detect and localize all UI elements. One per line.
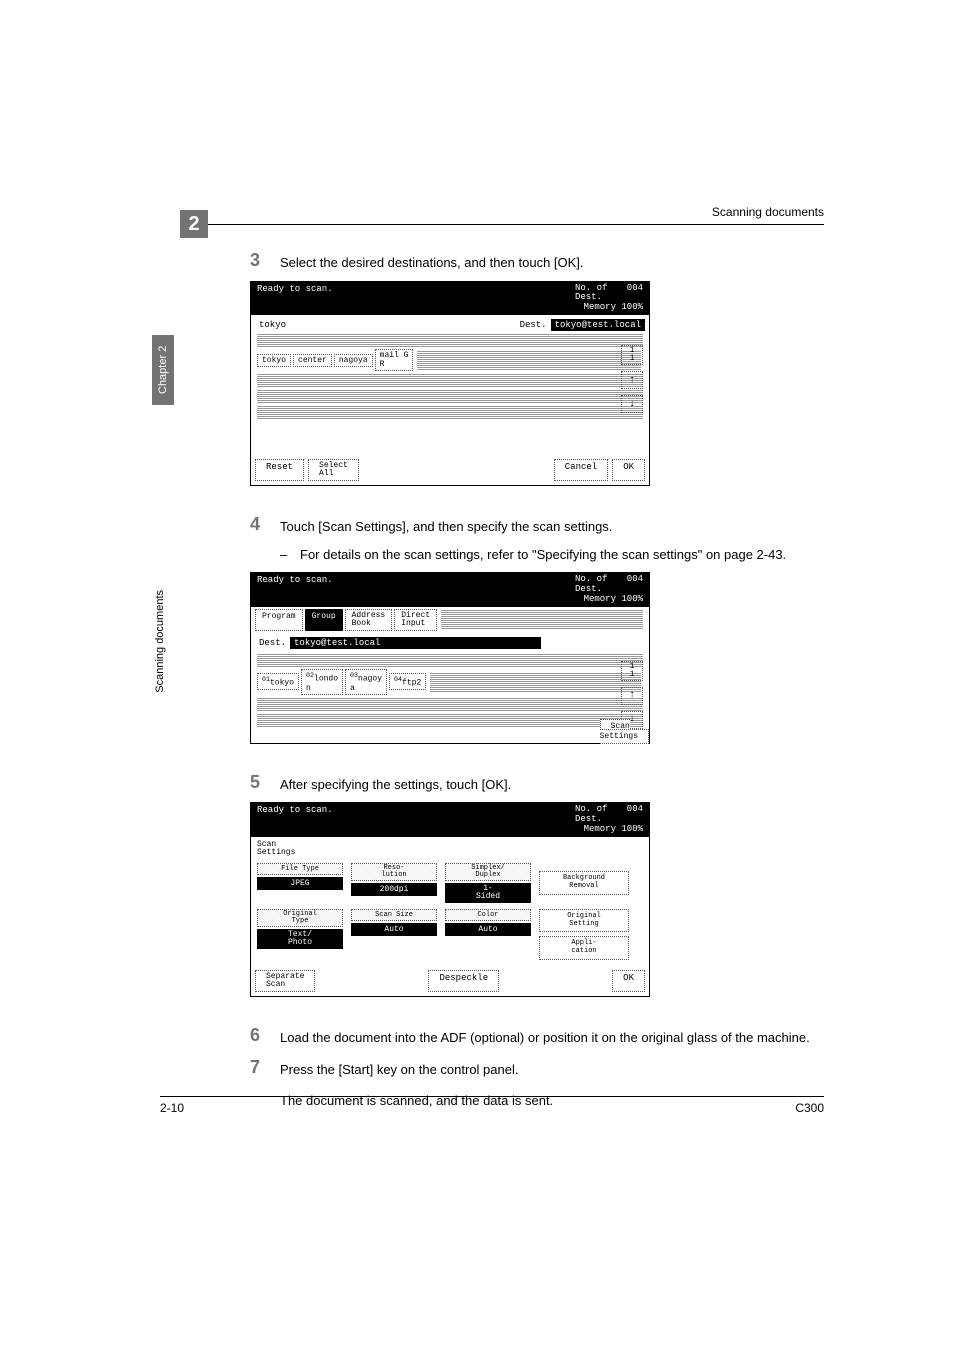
step-7: 7 Press the [Start] key on the control p… xyxy=(250,1057,810,1080)
lcd2-tab-direct[interactable]: Direct Input xyxy=(394,609,437,631)
lcd1-dest-label: Dest. xyxy=(516,319,551,331)
step-3: 3 Select the desired destinations, and t… xyxy=(250,250,810,273)
model-label: C300 xyxy=(795,1101,824,1115)
lcd1-cancel-button[interactable]: Cancel xyxy=(554,459,608,481)
lcd3-title: Scan Settings xyxy=(251,837,649,857)
page-footer: 2-10 C300 xyxy=(160,1096,824,1115)
lcd2-tab-program[interactable]: Program xyxy=(255,609,303,631)
lcd2-item[interactable]: 01tokyo xyxy=(257,673,299,690)
step-number: 4 xyxy=(250,514,280,535)
lcd2-dest-label: Dest. xyxy=(255,637,290,649)
step-5: 5 After specifying the settings, touch [… xyxy=(250,772,810,795)
lcd-dest-count: 004 xyxy=(627,804,643,814)
lcd1-scroll-down[interactable]: ↓ xyxy=(621,395,643,413)
lcd-header: Ready to scan. No. of Dest. 004 Memory 1… xyxy=(251,282,649,316)
lcd2-tab-address[interactable]: Address Book xyxy=(345,609,393,631)
lcd1-group[interactable]: center xyxy=(293,354,332,367)
lcd-memory-label: Memory xyxy=(584,824,616,834)
lcd3-despeckle-button[interactable]: Despeckle xyxy=(428,970,499,992)
lcd3-duplex-value: 1- Sided xyxy=(445,883,531,903)
lcd3-filetype-value: JPEG xyxy=(257,877,343,890)
lcd-memory-label: Memory xyxy=(584,302,616,312)
lcd1-group[interactable]: mail G R xyxy=(375,349,414,371)
step-number: 3 xyxy=(250,250,280,271)
step-text: After specifying the settings, touch [OK… xyxy=(280,772,511,795)
lcd3-color-value: Auto xyxy=(445,923,531,936)
lcd3-resolution-label[interactable]: Reso- lution xyxy=(351,863,437,881)
lcd1-name: tokyo xyxy=(255,319,290,331)
lcd-dest-count: 004 xyxy=(627,283,643,293)
step-number: 5 xyxy=(250,772,280,793)
lcd-memory-value: 100% xyxy=(621,302,643,312)
lcd-ready: Ready to scan. xyxy=(257,805,333,835)
step-4-sub: – For details on the scan settings, refe… xyxy=(280,545,810,565)
lcd3-resolution-value: 200dpi xyxy=(351,883,437,896)
lcd-dest-label: No. of Dest. xyxy=(575,284,607,304)
lcd-memory-value: 100% xyxy=(621,824,643,834)
lcd2-scan-settings-button[interactable]: Scan Settings xyxy=(600,719,649,744)
lcd-ready: Ready to scan. xyxy=(257,575,333,605)
chapter-number: 2 xyxy=(180,210,208,238)
lcd1-select-all-button[interactable]: Select All xyxy=(308,459,359,481)
lcd-dest-count: 004 xyxy=(627,574,643,584)
lcd1-dest: tokyo@test.local xyxy=(551,319,645,331)
lcd1-page-frac: 1 1 xyxy=(621,345,643,365)
lcd2-dest: tokyo@test.local xyxy=(290,637,541,649)
lcd2-item[interactable]: 02londo n xyxy=(301,669,343,695)
step-number: 7 xyxy=(250,1057,280,1078)
lcd3-orig-setting-button[interactable]: Original Setting xyxy=(539,909,629,932)
lcd3-color-label[interactable]: Color xyxy=(445,909,531,921)
lcd3-bg-removal-button[interactable]: Background Removal xyxy=(539,871,629,894)
step-text: Load the document into the ADF (optional… xyxy=(280,1025,810,1048)
lcd3-scansize-label[interactable]: Scan Size xyxy=(351,909,437,921)
sub-text: For details on the scan settings, refer … xyxy=(300,545,786,565)
lcd1-ok-button[interactable]: OK xyxy=(612,459,645,481)
side-section-title: Scanning documents xyxy=(154,590,174,693)
lcd-ready: Ready to scan. xyxy=(257,284,333,314)
lcd3-origtype-value: Text/ Photo xyxy=(257,929,343,949)
lcd3-duplex-label[interactable]: Simplex/ Duplex xyxy=(445,863,531,881)
step-number: 6 xyxy=(250,1025,280,1046)
lcd1-group[interactable]: tokyo xyxy=(257,354,291,367)
header-title: Scanning documents xyxy=(712,205,824,219)
step-4: 4 Touch [Scan Settings], and then specif… xyxy=(250,514,810,537)
lcd-panel-3: Ready to scan. No. of Dest. 004 Memory 1… xyxy=(250,802,650,996)
lcd3-filetype-label[interactable]: File Type xyxy=(257,863,343,875)
lcd-header: Ready to scan. No. of Dest. 004 Memory 1… xyxy=(251,573,649,607)
lcd-dest-label: No. of Dest. xyxy=(575,805,607,825)
lcd3-application-button[interactable]: Appli- cation xyxy=(539,936,629,959)
lcd1-reset-button[interactable]: Reset xyxy=(255,459,304,481)
page-number: 2-10 xyxy=(160,1101,184,1115)
lcd-dest-label: No. of Dest. xyxy=(575,575,607,595)
lcd2-page-frac: 1 1 xyxy=(621,661,643,681)
lcd-memory-value: 100% xyxy=(621,594,643,604)
lcd2-tab-group[interactable]: Group xyxy=(305,609,343,631)
lcd3-ok-button[interactable]: OK xyxy=(612,970,645,992)
step-text: Press the [Start] key on the control pan… xyxy=(280,1057,518,1080)
lcd3-scansize-value: Auto xyxy=(351,923,437,936)
step-text: Select the desired destinations, and the… xyxy=(280,250,584,273)
lcd3-origtype-label[interactable]: Original Type xyxy=(257,909,343,927)
lcd2-item[interactable]: 03nagoy a xyxy=(345,669,387,695)
lcd1-scroll-up[interactable]: ↑ xyxy=(621,371,643,389)
side-chapter-tab: Chapter 2 xyxy=(152,335,174,405)
lcd-panel-2: Ready to scan. No. of Dest. 004 Memory 1… xyxy=(250,572,650,744)
lcd1-group[interactable]: nagoya xyxy=(334,354,373,367)
lcd-memory-label: Memory xyxy=(584,594,616,604)
lcd-header: Ready to scan. No. of Dest. 004 Memory 1… xyxy=(251,803,649,837)
lcd2-item[interactable]: 04ftp2 xyxy=(389,673,426,690)
lcd2-scroll-up[interactable]: ↑ xyxy=(621,687,643,705)
header-rule xyxy=(208,224,824,225)
step-text: Touch [Scan Settings], and then specify … xyxy=(280,514,612,537)
step-6: 6 Load the document into the ADF (option… xyxy=(250,1025,810,1048)
lcd3-separate-scan-button[interactable]: Separate Scan xyxy=(255,970,315,992)
dash: – xyxy=(280,545,300,565)
lcd-panel-1: Ready to scan. No. of Dest. 004 Memory 1… xyxy=(250,281,650,487)
